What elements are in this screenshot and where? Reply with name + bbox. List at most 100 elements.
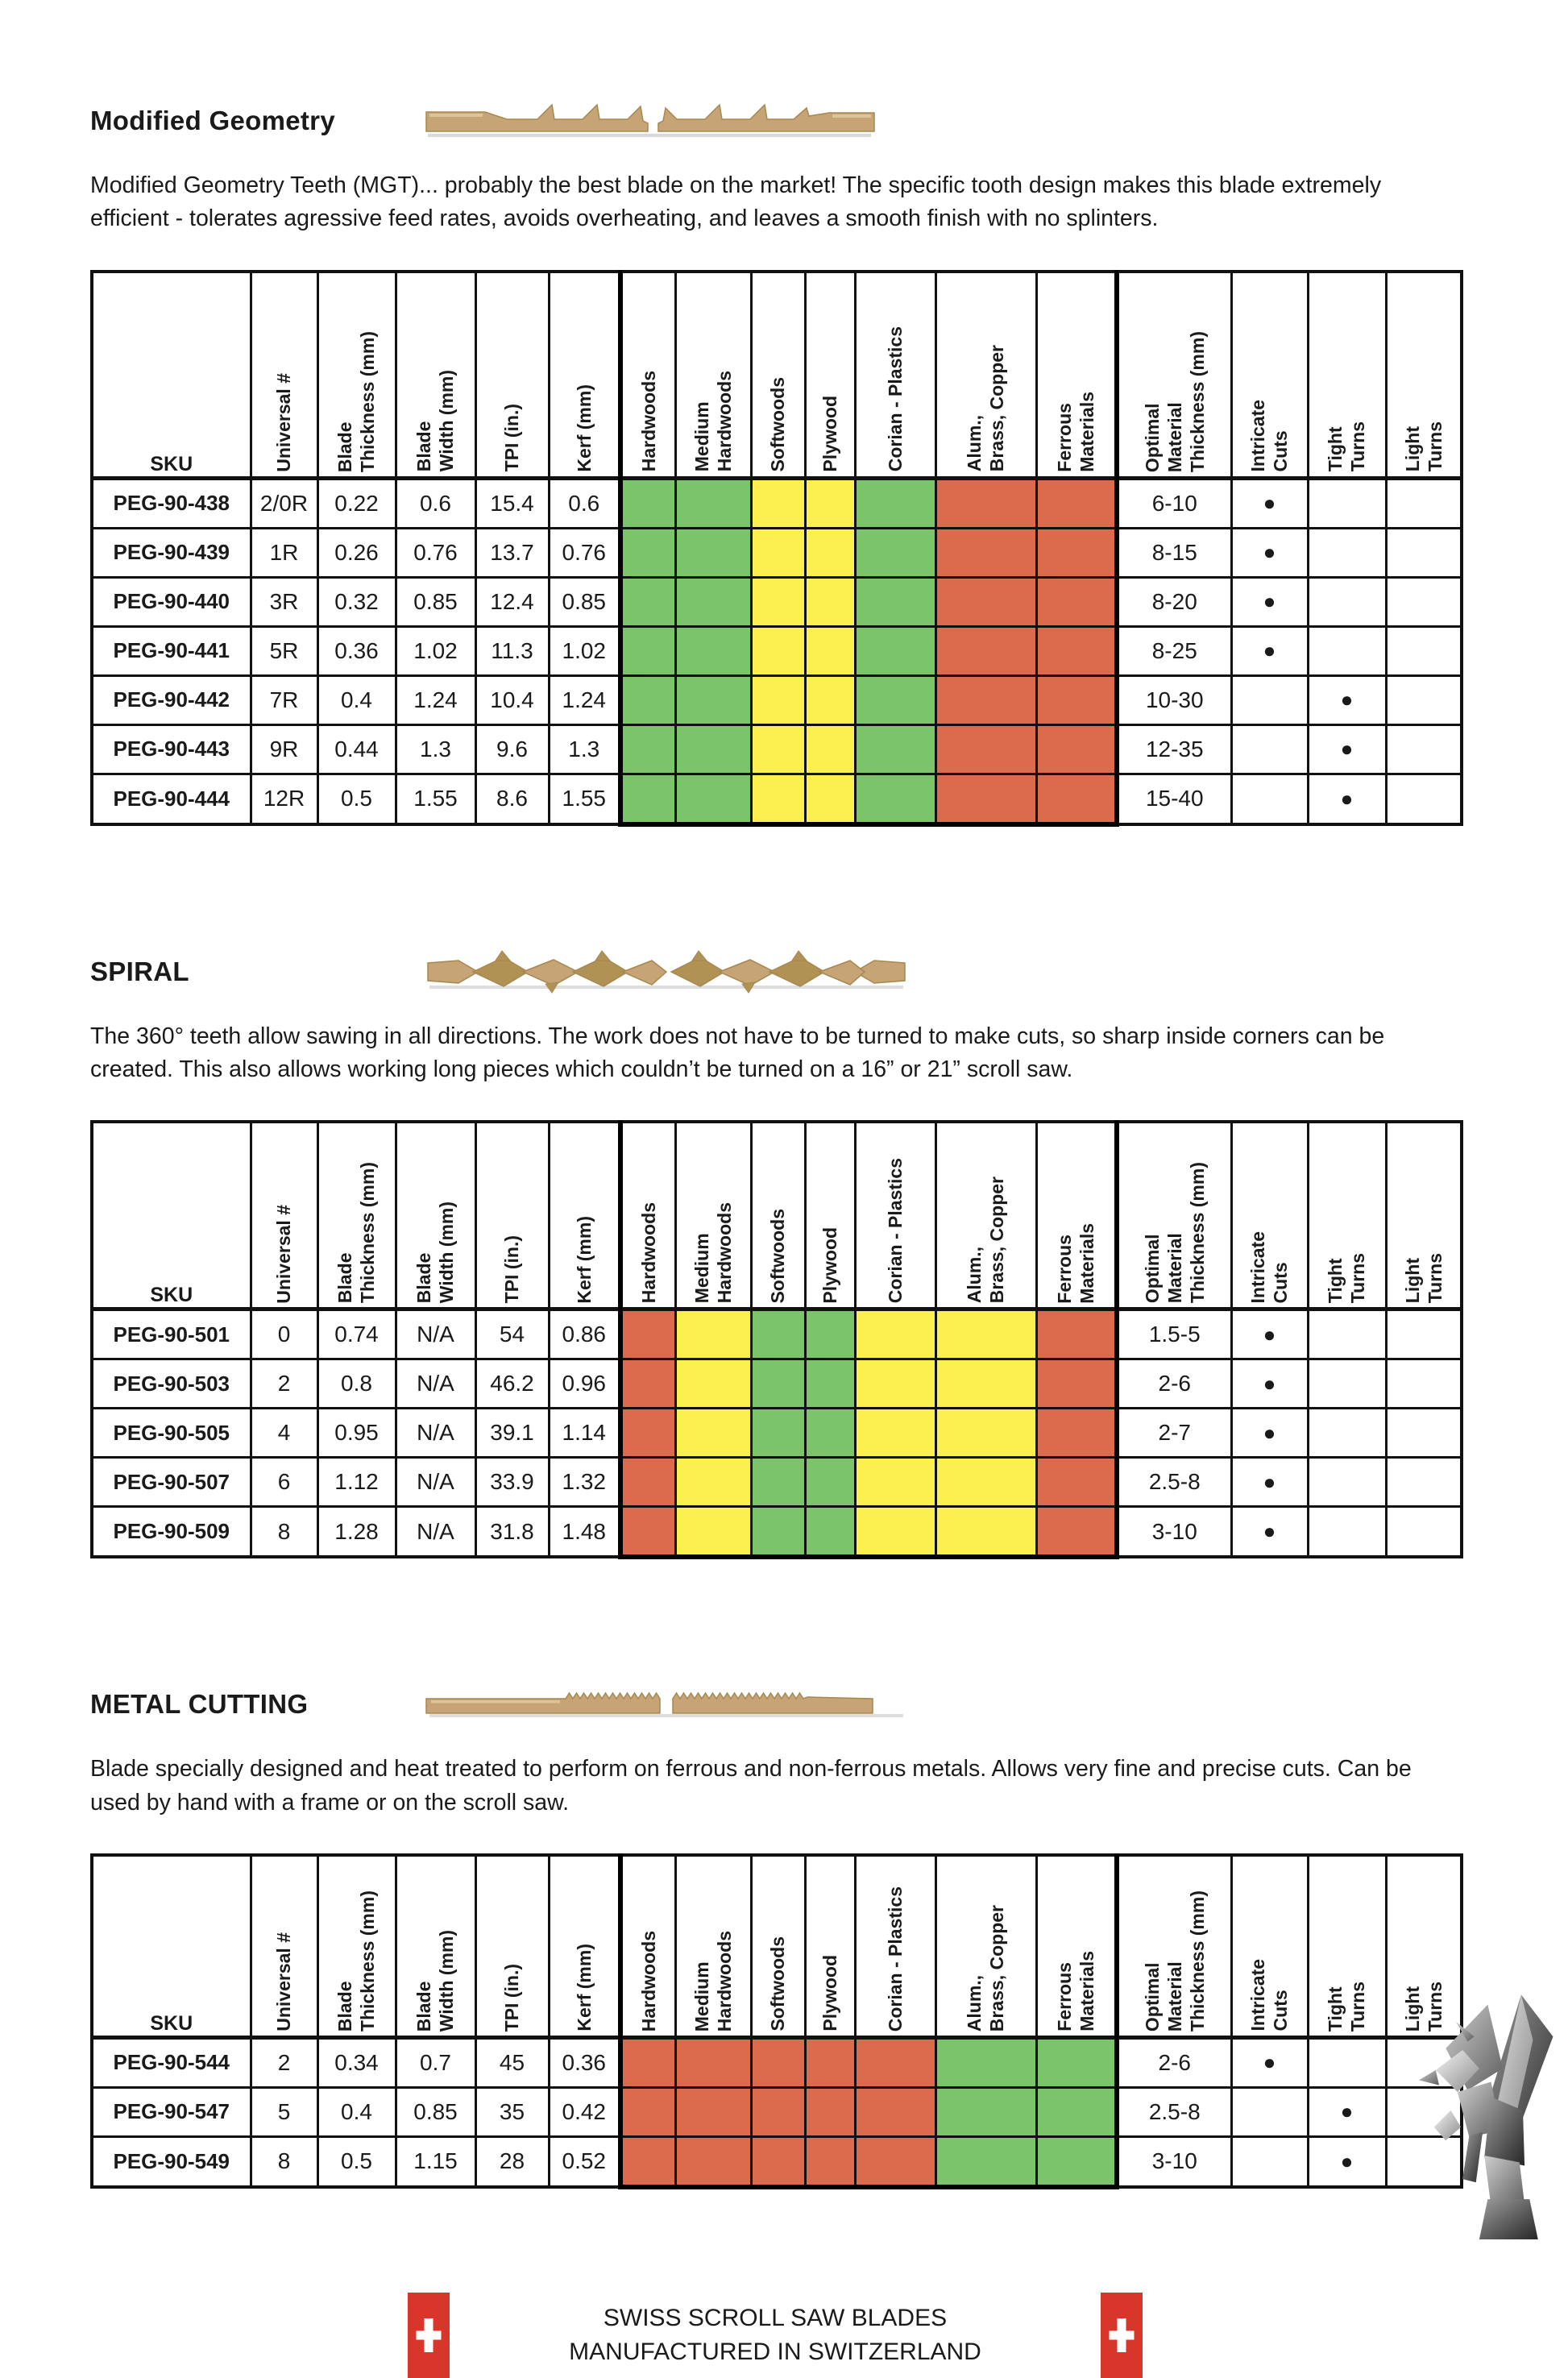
column-header-tight: Tight Turns bbox=[1306, 1120, 1388, 1311]
metal-blade-icon bbox=[425, 1691, 903, 1718]
cell-optimal: 3-10 bbox=[1115, 2135, 1233, 2189]
section-spiral: SPIRAL bbox=[90, 946, 1568, 1560]
material-cell-medium bbox=[674, 2036, 753, 2089]
material-cell-alum bbox=[934, 674, 1038, 726]
cell-intricate: ● bbox=[1230, 1505, 1309, 1558]
material-cell-medium bbox=[674, 772, 753, 827]
cell-tight: ● bbox=[1306, 772, 1388, 826]
cell-kerf: 0.52 bbox=[547, 2135, 622, 2189]
material-cell-plywood bbox=[803, 1308, 857, 1361]
material-cell-medium bbox=[674, 2085, 753, 2138]
material-cell-corian bbox=[853, 723, 937, 775]
cell-tpi: 28 bbox=[474, 2135, 550, 2189]
cell-universal: 2 bbox=[249, 1358, 319, 1410]
column-header-medium: Medium Hardwoods bbox=[674, 1120, 753, 1311]
table-row: PEG-90-444 12R 0.5 1.55 8.6 1.55 15-40 ● bbox=[90, 772, 1463, 827]
column-header-medium: Medium Hardwoods bbox=[674, 1853, 753, 2039]
cell-universal: 2 bbox=[249, 2036, 319, 2089]
cell-kerf: 0.86 bbox=[547, 1308, 622, 1361]
cell-tpi: 54 bbox=[474, 1308, 550, 1361]
cell-light bbox=[1384, 723, 1463, 775]
column-header-intricate: Intricate Cuts bbox=[1230, 270, 1309, 479]
material-cell-alum bbox=[934, 575, 1038, 628]
cell-optimal: 10-30 bbox=[1115, 674, 1233, 726]
cell-sku: PEG-90-440 bbox=[90, 575, 252, 628]
material-cell-hardwoods bbox=[618, 1358, 677, 1410]
material-cell-softwoods bbox=[749, 526, 807, 579]
cell-intricate bbox=[1230, 2135, 1309, 2189]
cell-tpi: 11.3 bbox=[474, 625, 550, 677]
cell-sku: PEG-90-501 bbox=[90, 1308, 252, 1361]
section-description: The 360° teeth allow sawing in all direc… bbox=[90, 1023, 1385, 1082]
material-cell-ferrous bbox=[1035, 1456, 1119, 1509]
table-row: PEG-90-544 2 0.34 0.7 45 0.36 2-6 ● bbox=[90, 2036, 1463, 2089]
cell-width: 0.6 bbox=[394, 476, 477, 529]
material-cell-alum bbox=[934, 2135, 1038, 2189]
cell-width: N/A bbox=[394, 1505, 477, 1558]
table-row: PEG-90-443 9R 0.44 1.3 9.6 1.3 12-35 ● bbox=[90, 723, 1463, 775]
cell-intricate: ● bbox=[1230, 476, 1309, 529]
cell-tpi: 15.4 bbox=[474, 476, 550, 529]
cell-width: 0.7 bbox=[394, 2036, 477, 2089]
column-header-hardwoods: Hardwoods bbox=[618, 1120, 677, 1311]
cell-light bbox=[1384, 476, 1463, 529]
material-cell-corian bbox=[853, 2036, 937, 2089]
section-heading: METAL CUTTING bbox=[90, 1689, 309, 1720]
material-cell-plywood bbox=[803, 2085, 857, 2138]
cell-thickness: 0.8 bbox=[316, 1358, 397, 1410]
material-cell-corian bbox=[853, 1308, 937, 1361]
footer: SWISS SCROLL SAW BLADES MANUFACTURED IN … bbox=[90, 2292, 1460, 2378]
spiral-blade-icon bbox=[427, 949, 906, 994]
cell-optimal: 8-25 bbox=[1115, 625, 1233, 677]
column-header-width: Blade Width (mm) bbox=[394, 1853, 477, 2039]
material-cell-softwoods bbox=[749, 2135, 807, 2189]
material-cell-corian bbox=[853, 1456, 937, 1509]
cell-width: N/A bbox=[394, 1456, 477, 1509]
material-cell-medium bbox=[674, 476, 753, 529]
material-cell-hardwoods bbox=[618, 625, 677, 677]
cell-tight bbox=[1306, 625, 1388, 677]
material-cell-softwoods bbox=[749, 723, 807, 775]
material-cell-ferrous bbox=[1035, 2135, 1119, 2189]
material-cell-corian bbox=[853, 2135, 937, 2189]
material-cell-plywood bbox=[803, 772, 857, 827]
cell-kerf: 0.76 bbox=[547, 526, 622, 579]
cell-thickness: 0.22 bbox=[316, 476, 397, 529]
section-header: METAL CUTTING bbox=[90, 1679, 1568, 1730]
column-header-width: Blade Width (mm) bbox=[394, 270, 477, 479]
material-cell-softwoods bbox=[749, 1505, 807, 1560]
cell-optimal: 8-15 bbox=[1115, 526, 1233, 579]
column-header-sku: SKU bbox=[90, 1120, 252, 1311]
material-cell-medium bbox=[674, 625, 753, 677]
material-cell-ferrous bbox=[1035, 2085, 1119, 2138]
material-cell-alum bbox=[934, 772, 1038, 827]
cell-intricate bbox=[1230, 772, 1309, 826]
cell-thickness: 0.34 bbox=[316, 2036, 397, 2089]
cell-width: 0.85 bbox=[394, 2085, 477, 2138]
material-cell-hardwoods bbox=[618, 2085, 677, 2138]
column-header-thickness: Blade Thickness (mm) bbox=[316, 1853, 397, 2039]
material-cell-softwoods bbox=[749, 674, 807, 726]
cell-tpi: 31.8 bbox=[474, 1505, 550, 1558]
cell-universal: 6 bbox=[249, 1456, 319, 1509]
material-cell-softwoods bbox=[749, 1358, 807, 1410]
cell-thickness: 0.5 bbox=[316, 772, 397, 826]
cell-optimal: 3-10 bbox=[1115, 1505, 1233, 1558]
material-cell-hardwoods bbox=[618, 772, 677, 827]
column-header-kerf: Kerf (mm) bbox=[547, 1853, 622, 2039]
material-cell-hardwoods bbox=[618, 2135, 677, 2189]
column-header-kerf: Kerf (mm) bbox=[547, 270, 622, 479]
cell-kerf: 1.24 bbox=[547, 674, 622, 726]
cell-light bbox=[1384, 674, 1463, 726]
material-cell-softwoods bbox=[749, 1456, 807, 1509]
column-header-universal: Universal # bbox=[249, 1120, 319, 1311]
material-cell-plywood bbox=[803, 2135, 857, 2189]
material-cell-medium bbox=[674, 1505, 753, 1560]
cell-optimal: 15-40 bbox=[1115, 772, 1233, 826]
cell-intricate: ● bbox=[1230, 1308, 1309, 1361]
metal-table: SKU Universal # Blade Thickness (mm) Blade … bbox=[90, 1853, 1463, 2189]
cell-tight: ● bbox=[1306, 2135, 1388, 2189]
material-cell-alum bbox=[934, 476, 1038, 529]
cell-light bbox=[1384, 2135, 1463, 2189]
cell-width: 1.02 bbox=[394, 625, 477, 677]
